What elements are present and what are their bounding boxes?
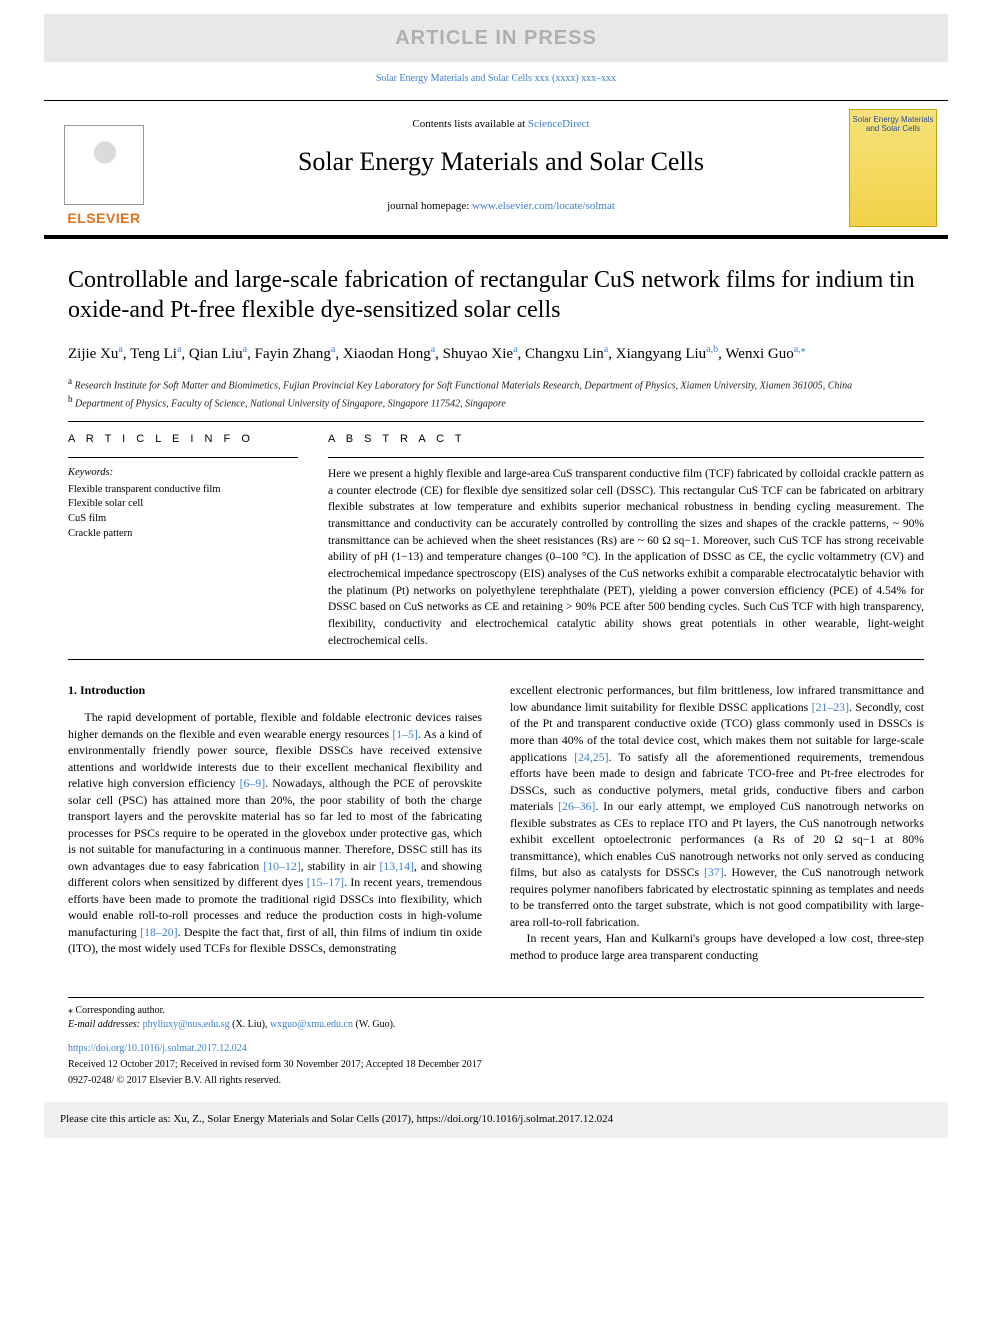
- journal-reference-link[interactable]: Solar Energy Materials and Solar Cells x…: [376, 73, 616, 84]
- abstract-heading: A B S T R A C T: [328, 432, 924, 447]
- rule-info: [68, 457, 298, 458]
- affiliation-item: a Research Institute for Soft Matter and…: [68, 375, 924, 393]
- email-link-1[interactable]: phyliuxy@nus.edu.sg: [143, 1019, 230, 1030]
- page: ARTICLE IN PRESS Solar Energy Materials …: [0, 14, 992, 1138]
- text: , stability in air: [301, 859, 380, 873]
- intro-paragraph-1: The rapid development of portable, flexi…: [68, 709, 482, 957]
- article-in-press-banner: ARTICLE IN PRESS: [44, 14, 948, 62]
- info-and-abstract-row: A R T I C L E I N F O Keywords: Flexible…: [68, 432, 924, 650]
- article-info-heading: A R T I C L E I N F O: [68, 432, 298, 447]
- article-body: Controllable and large-scale fabrication…: [0, 265, 992, 963]
- homepage-prefix: journal homepage:: [387, 200, 472, 212]
- masthead-right: Solar Energy Materials and Solar Cells: [838, 101, 948, 235]
- email-line: E-mail addresses: phyliuxy@nus.edu.sg (X…: [68, 1018, 924, 1032]
- body-two-columns: 1. Introduction The rapid development of…: [68, 682, 924, 963]
- intro-paragraph-1-cont: excellent electronic performances, but f…: [510, 682, 924, 930]
- journal-reference-line: Solar Energy Materials and Solar Cells x…: [0, 72, 992, 86]
- keyword-item: Crackle pattern: [68, 527, 298, 542]
- affiliation-item: b Department of Physics, Faculty of Scie…: [68, 393, 924, 411]
- sciencedirect-link[interactable]: ScienceDirect: [528, 118, 590, 130]
- body-column-left: 1. Introduction The rapid development of…: [68, 682, 482, 963]
- rule-bottom: [68, 659, 924, 660]
- article-title: Controllable and large-scale fabrication…: [68, 265, 924, 325]
- rule-top: [68, 421, 924, 422]
- please-cite-box: Please cite this article as: Xu, Z., Sol…: [44, 1102, 948, 1137]
- journal-masthead: ELSEVIER Contents lists available at Sci…: [44, 100, 948, 239]
- masthead-inner: ELSEVIER Contents lists available at Sci…: [44, 100, 948, 235]
- keywords-label: Keywords:: [68, 466, 298, 481]
- masthead-center: Contents lists available at ScienceDirec…: [164, 101, 838, 235]
- citation-link[interactable]: [26–36]: [558, 799, 595, 813]
- author-list: Zijie Xua, Teng Lia, Qian Liua, Fayin Zh…: [68, 343, 924, 365]
- text: (X. Liu),: [230, 1019, 270, 1030]
- introduction-heading: 1. Introduction: [68, 682, 482, 699]
- abstract-column: A B S T R A C T Here we present a highly…: [328, 432, 924, 650]
- citation-link[interactable]: [21–23]: [812, 700, 849, 714]
- corresponding-author-note: ⁎ Corresponding author.: [68, 1004, 924, 1018]
- citation-link[interactable]: [10–12]: [263, 859, 300, 873]
- publisher-block: ELSEVIER: [44, 101, 164, 235]
- article-info-column: A R T I C L E I N F O Keywords: Flexible…: [68, 432, 298, 650]
- journal-cover-thumbnail: Solar Energy Materials and Solar Cells: [849, 109, 937, 227]
- journal-homepage-line: journal homepage: www.elsevier.com/locat…: [172, 199, 830, 214]
- citation-link[interactable]: [37]: [704, 865, 724, 879]
- journal-name: Solar Energy Materials and Solar Cells: [172, 144, 830, 180]
- doi-link[interactable]: https://doi.org/10.1016/j.solmat.2017.12…: [68, 1043, 247, 1054]
- email-label: E-mail addresses:: [68, 1019, 143, 1030]
- abstract-text: Here we present a highly flexible and la…: [328, 466, 924, 649]
- citation-link[interactable]: [18–20]: [140, 925, 177, 939]
- body-column-right: excellent electronic performances, but f…: [510, 682, 924, 963]
- citation-link[interactable]: [13,14]: [380, 859, 414, 873]
- keyword-item: Flexible transparent conductive film: [68, 483, 298, 498]
- citation-link[interactable]: [15–17]: [307, 875, 344, 889]
- rule-abs: [328, 457, 924, 458]
- citation-link[interactable]: [1–5]: [392, 727, 418, 741]
- affiliations: a Research Institute for Soft Matter and…: [68, 375, 924, 411]
- received-dates: Received 12 October 2017; Received in re…: [68, 1058, 924, 1072]
- journal-homepage-link[interactable]: www.elsevier.com/locate/solmat: [472, 200, 615, 212]
- intro-paragraph-2: In recent years, Han and Kulkarni's grou…: [510, 930, 924, 963]
- email-link-2[interactable]: wxguo@xmu.edu.cn: [270, 1019, 353, 1030]
- elsevier-tree-icon: [64, 125, 144, 205]
- publisher-name: ELSEVIER: [67, 209, 140, 229]
- text: In recent years, Han and Kulkarni's grou…: [510, 931, 924, 962]
- keyword-item: CuS film: [68, 512, 298, 527]
- doi-line: https://doi.org/10.1016/j.solmat.2017.12…: [68, 1042, 924, 1056]
- copyright-line: 0927-0248/ © 2017 Elsevier B.V. All righ…: [68, 1074, 924, 1088]
- article-footer: ⁎ Corresponding author. E-mail addresses…: [68, 997, 924, 1088]
- keywords-list: Flexible transparent conductive filmFlex…: [68, 483, 298, 542]
- contents-prefix: Contents lists available at: [412, 118, 527, 130]
- citation-link[interactable]: [24,25]: [574, 750, 608, 764]
- keyword-item: Flexible solar cell: [68, 497, 298, 512]
- citation-link[interactable]: [6–9]: [240, 776, 266, 790]
- text: (W. Guo).: [353, 1019, 395, 1030]
- contents-lists-line: Contents lists available at ScienceDirec…: [172, 117, 830, 132]
